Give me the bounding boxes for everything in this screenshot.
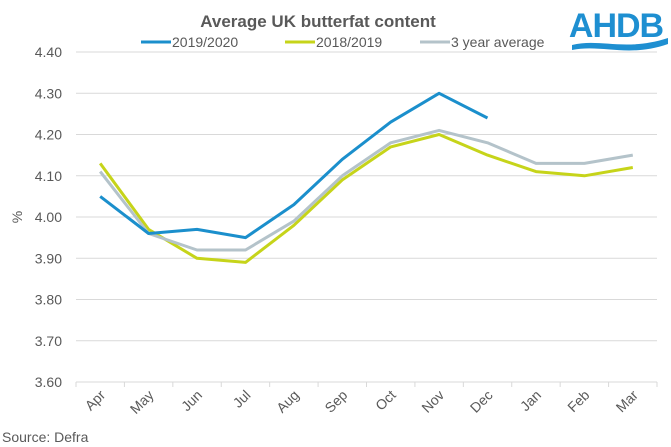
chart-title: Average UK butterfat content xyxy=(200,12,436,31)
x-axis xyxy=(75,381,658,387)
x-tick-label-feb: Feb xyxy=(564,387,593,416)
y-tick-label: 3.90 xyxy=(35,250,62,266)
x-tick-label-aug: Aug xyxy=(273,387,302,416)
gridlines xyxy=(76,51,657,342)
legend-label: 2019/2020 xyxy=(172,34,238,50)
y-tick-label: 4.20 xyxy=(35,127,62,143)
series-lines xyxy=(98,91,634,264)
legend-item-3-year-average: 3 year average xyxy=(420,34,545,50)
x-tick-label-may: May xyxy=(127,387,157,417)
y-tick-label: 4.40 xyxy=(35,44,62,60)
chart-legend: 2019/2020 2018/2019 3 year average xyxy=(141,34,545,50)
legend-label: 2018/2019 xyxy=(316,34,382,50)
x-tick-label-jul: Jul xyxy=(230,387,254,411)
series-line-2018-2019 xyxy=(98,133,634,264)
y-tick-label: 4.30 xyxy=(35,85,62,101)
series-line-3-year-average xyxy=(99,128,634,252)
x-tick-label-nov: Nov xyxy=(418,387,447,416)
source-note: Source: Defra xyxy=(2,429,89,445)
y-tick-label: 3.80 xyxy=(35,292,62,308)
x-tick-label-sep: Sep xyxy=(321,387,350,416)
legend-item-2018-2019: 2018/2019 xyxy=(285,34,382,50)
x-tick-label-oct: Oct xyxy=(372,387,399,414)
y-tick-label: 3.60 xyxy=(35,374,62,390)
x-tick-label-mar: Mar xyxy=(613,387,642,416)
ahdb-logo-text: AHDB xyxy=(569,7,664,45)
y-tick-label: 4.00 xyxy=(35,209,62,225)
ahdb-logo: AHDB xyxy=(569,7,668,51)
ahdb-logo-wave-icon xyxy=(572,38,668,51)
x-tick-label-dec: Dec xyxy=(467,387,496,416)
y-tick-label: 3.70 xyxy=(35,333,62,349)
x-tick-label-apr: Apr xyxy=(82,387,109,414)
legend-label: 3 year average xyxy=(451,34,545,50)
series-line-2019-2020 xyxy=(99,91,489,240)
y-axis-title: % xyxy=(9,211,25,223)
y-tick-label: 4.10 xyxy=(35,168,62,184)
y-axis-tick-labels: 3.60 3.70 3.80 3.90 4.00 4.10 4.20 4.30 4.40 xyxy=(35,44,62,390)
legend-item-2019-2020: 2019/2020 xyxy=(141,34,238,50)
x-axis-tick-labels: Apr May Jun Jul Aug Sep Oct Nov Dec Jan Feb Mar xyxy=(82,387,642,417)
x-tick-label-jan: Jan xyxy=(517,387,544,414)
x-tick-label-jun: Jun xyxy=(178,387,205,414)
